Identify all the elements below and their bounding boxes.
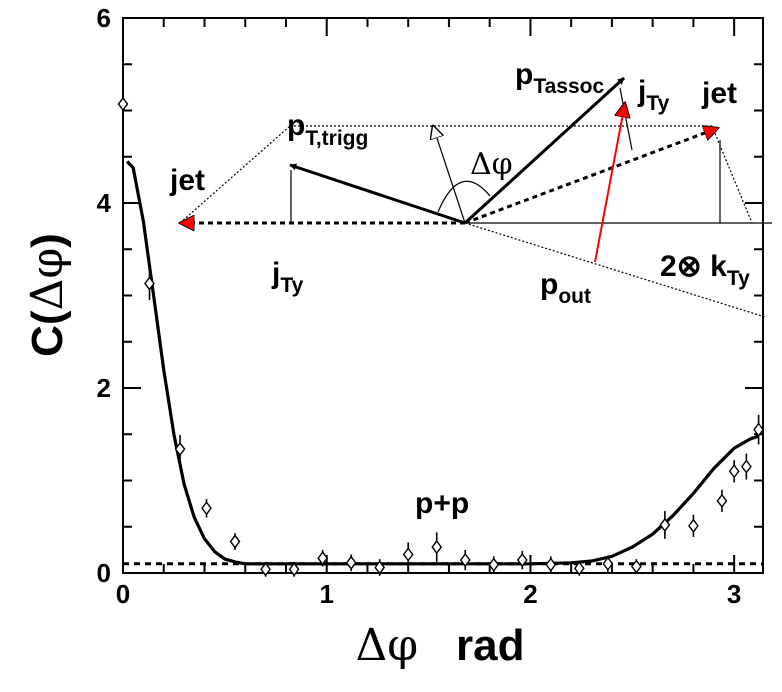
label-pout: pout	[540, 268, 591, 308]
pt-assoc-arrow	[463, 76, 626, 225]
data-point	[753, 414, 764, 445]
data-point	[728, 460, 740, 483]
x-axis-title: Δφ rad	[355, 620, 524, 671]
diamond-marker	[402, 547, 414, 562]
diagram-cone-dotted	[464, 222, 766, 318]
data-point	[374, 559, 386, 576]
data-point	[716, 489, 728, 512]
data-point	[573, 560, 585, 576]
x-axis-tick-labels: 0 1 2 3	[116, 579, 742, 609]
data-point	[630, 559, 642, 574]
x-tick-label: 0	[116, 579, 130, 609]
fit-curve	[125, 160, 760, 566]
diagram-right-dotted	[711, 125, 753, 224]
diamond-marker	[374, 560, 386, 575]
diamond-marker	[431, 539, 443, 555]
data-point	[201, 499, 212, 518]
diamond-marker	[144, 276, 155, 291]
diamond-marker	[516, 552, 528, 568]
diamond-marker	[545, 557, 557, 572]
label-jet-left: jet	[169, 164, 205, 197]
data-point	[688, 514, 699, 537]
y-axis-title: C(Δφ)	[22, 233, 73, 357]
pout-arrow	[594, 103, 625, 263]
diamond-marker	[317, 551, 329, 566]
data-point	[402, 542, 414, 567]
y-tick-label: 6	[97, 3, 111, 33]
y-axis-symbol: Δφ	[22, 248, 73, 311]
data-point	[431, 532, 443, 562]
data-point	[345, 554, 357, 572]
diamond-marker	[602, 556, 614, 571]
diagram-left-dotted	[179, 125, 291, 224]
diamond-marker	[288, 562, 300, 577]
data-point	[260, 561, 271, 577]
label-jty-left: jTy	[271, 257, 304, 297]
diamond-marker	[573, 561, 585, 576]
x-axis-symbol: Δφ	[355, 620, 418, 671]
data-point	[516, 550, 528, 570]
data-point	[459, 549, 471, 571]
kinematics-diagram: pT,trigg pTassoc jTy jet jet Δφ jTy pout…	[169, 58, 772, 318]
data-point	[174, 435, 186, 463]
pt-trigg-arrow	[289, 163, 466, 225]
label-jet-right: jet	[701, 77, 737, 110]
data-point	[659, 511, 671, 539]
diamond-marker	[459, 552, 471, 568]
data-point	[545, 556, 557, 573]
data-point	[317, 549, 329, 567]
diamond-marker	[345, 555, 357, 570]
data-point	[741, 453, 752, 480]
diamond-marker	[753, 422, 764, 437]
diamond-marker	[260, 562, 271, 577]
y-tick-label: 4	[97, 188, 112, 218]
x-tick-label: 2	[523, 579, 537, 609]
label-jty-right: jTy	[637, 75, 670, 115]
delta-phi-arc	[437, 180, 491, 213]
label-delta-phi: Δφ	[470, 147, 513, 182]
diamond-marker	[117, 96, 129, 112]
jet-right-arrow	[464, 128, 718, 225]
x-tick-label: 1	[319, 579, 333, 609]
x-axis-unit: rad	[456, 621, 524, 670]
diamond-marker	[659, 517, 671, 533]
data-point	[117, 96, 129, 112]
y-tick-label: 2	[97, 373, 111, 403]
system-label: p+p	[415, 487, 469, 520]
diamond-marker	[488, 557, 500, 572]
diamond-marker	[229, 534, 241, 549]
label-kty: 2⊗ kTy	[660, 250, 750, 290]
x-axis-ticks	[122, 18, 736, 573]
y-axis-prefix: C(	[23, 310, 72, 357]
diamond-marker	[716, 493, 728, 509]
y-axis-tick-labels: 0 2 4 6	[97, 3, 112, 588]
diamond-marker	[201, 501, 212, 516]
data-point	[229, 533, 241, 550]
data-points	[117, 96, 764, 577]
data-point	[144, 266, 155, 301]
diamond-marker	[174, 441, 186, 457]
data-point	[288, 561, 300, 577]
label-pt-assoc: pTassoc	[515, 58, 604, 98]
data-point	[488, 556, 500, 573]
y-tick-label: 0	[97, 558, 111, 588]
jty-assoc-drop	[619, 87, 633, 151]
diamond-marker	[741, 459, 752, 474]
label-pt-trigg: pT,trigg	[287, 109, 368, 150]
y-axis-suffix: )	[23, 233, 72, 248]
diamond-marker	[728, 464, 740, 479]
data-point	[602, 555, 614, 573]
diamond-marker	[630, 559, 642, 574]
delta-phi-bisector	[433, 126, 466, 224]
diamond-marker	[688, 518, 699, 533]
x-tick-label: 3	[727, 579, 741, 609]
